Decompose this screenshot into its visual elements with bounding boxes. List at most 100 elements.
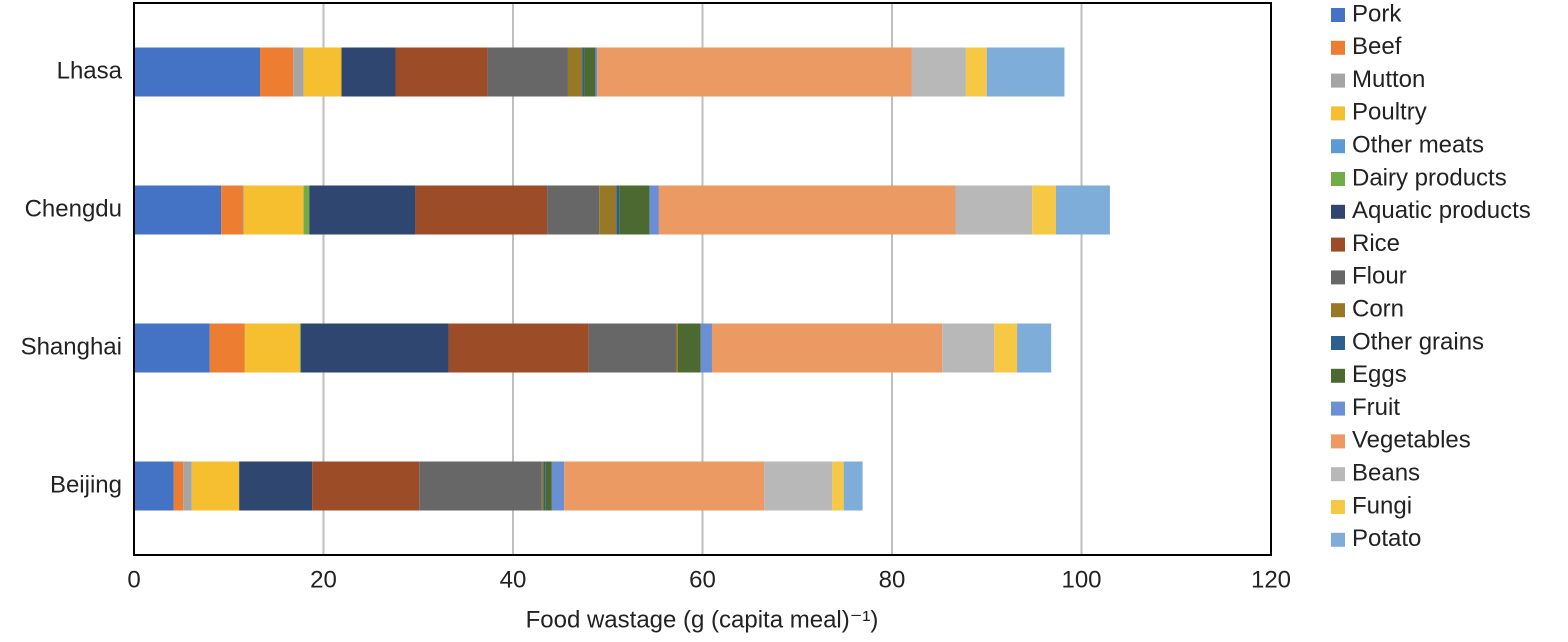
bar-segment xyxy=(303,185,310,235)
bar-segment xyxy=(221,185,243,235)
legend-label: Vegetables xyxy=(1352,427,1471,454)
legend-swatch xyxy=(1331,336,1345,350)
bar-segment xyxy=(832,461,844,511)
bar-segment xyxy=(700,323,712,373)
bar-segment xyxy=(293,47,304,97)
legend-label: Corn xyxy=(1352,296,1404,323)
bar-segment xyxy=(134,47,261,97)
bar-segment xyxy=(582,47,585,97)
legend-label: Potato xyxy=(1352,525,1421,552)
x-tick-label: 0 xyxy=(127,566,140,593)
y-tick-label: Shanghai xyxy=(21,333,122,360)
bar-segment xyxy=(911,47,966,97)
legend-swatch xyxy=(1331,532,1345,547)
bar-segment xyxy=(567,47,583,97)
x-tick-label: 120 xyxy=(1251,566,1291,593)
bar-segment xyxy=(242,185,244,235)
legend-label: Aquatic products xyxy=(1352,197,1531,224)
x-tick-label: 40 xyxy=(500,566,527,593)
bar-segment xyxy=(955,185,1033,235)
bar-segment xyxy=(300,323,449,373)
bar-segment xyxy=(183,461,192,511)
bar-segment xyxy=(299,323,301,373)
legend-label: Mutton xyxy=(1352,66,1425,93)
bar-segment xyxy=(843,461,863,511)
bar-segment xyxy=(588,323,676,373)
x-tick-label: 20 xyxy=(310,566,337,593)
legend-swatch xyxy=(1331,204,1345,219)
legend-label: Flour xyxy=(1352,263,1407,290)
x-tick-label: 80 xyxy=(879,566,906,593)
bar-segment xyxy=(239,461,313,511)
bar-segment xyxy=(312,461,420,511)
bar-segment xyxy=(1017,323,1052,373)
bar-segment xyxy=(1055,185,1110,235)
bar-segment xyxy=(551,461,565,511)
bar-segment xyxy=(448,323,589,373)
legend-label: Poultry xyxy=(1352,99,1427,126)
bar-segment xyxy=(619,185,650,235)
legend-swatch xyxy=(1331,368,1345,383)
legend-label: Dairy products xyxy=(1352,164,1507,191)
bar-segment xyxy=(595,47,598,97)
legend-label: Other grains xyxy=(1352,328,1484,355)
y-tick-label: Lhasa xyxy=(57,57,123,84)
bar-segment xyxy=(134,461,174,511)
legend-swatch xyxy=(1331,73,1345,88)
bar-segment xyxy=(191,461,240,511)
legend-label: Other meats xyxy=(1352,132,1484,159)
bar-segment xyxy=(134,323,210,373)
bar-segment xyxy=(649,185,659,235)
bar-segment xyxy=(584,47,596,97)
legend-label: Rice xyxy=(1352,230,1400,257)
bar-segment xyxy=(260,47,294,97)
legend-swatch xyxy=(1331,467,1345,482)
bar-segment xyxy=(487,47,568,97)
bar-segment xyxy=(616,185,620,235)
bar-segment xyxy=(599,185,617,235)
legend-swatch xyxy=(1331,8,1345,22)
legend-swatch xyxy=(1331,401,1345,416)
bar-segment xyxy=(711,323,943,373)
legend-label: Pork xyxy=(1352,0,1402,27)
legend-swatch xyxy=(1331,237,1345,252)
x-tick-label: 100 xyxy=(1061,566,1101,593)
legend-swatch xyxy=(1331,172,1345,186)
legend-label: Beef xyxy=(1352,33,1402,60)
bar-segment xyxy=(209,323,245,373)
bar-segment xyxy=(547,185,600,235)
bar-segment xyxy=(942,323,995,373)
y-tick-label: Chengdu xyxy=(25,195,122,222)
bar-segment xyxy=(564,461,765,511)
bar-segment xyxy=(244,323,300,373)
bar-segment xyxy=(1032,185,1056,235)
legend-label: Fungi xyxy=(1352,492,1412,519)
y-tick-label: Beijing xyxy=(50,471,122,498)
legend-swatch xyxy=(1331,40,1345,55)
bar-segment xyxy=(341,47,396,97)
legend-swatch xyxy=(1331,106,1345,121)
legend-label: Eggs xyxy=(1352,361,1407,388)
bar-segment xyxy=(764,461,833,511)
legend-label: Beans xyxy=(1352,460,1420,487)
legend-swatch xyxy=(1331,303,1345,318)
bar-segment xyxy=(675,323,678,373)
legend-swatch xyxy=(1331,270,1345,285)
bar-segment xyxy=(415,185,548,235)
legend-swatch xyxy=(1331,434,1345,449)
bar-segment xyxy=(545,461,552,511)
bar-segment xyxy=(543,461,546,511)
bar-segment xyxy=(677,323,701,373)
bar-segment xyxy=(309,185,416,235)
bar-segment xyxy=(658,185,956,235)
legend-swatch xyxy=(1331,139,1345,154)
bar-segment xyxy=(395,47,488,97)
bar-segment xyxy=(965,47,987,97)
bar-segment xyxy=(173,461,184,511)
bar-segment xyxy=(986,47,1065,97)
bar-segment xyxy=(243,185,304,235)
plot-border xyxy=(133,2,1272,556)
x-tick-label: 60 xyxy=(689,566,716,593)
bar-segment xyxy=(994,323,1018,373)
